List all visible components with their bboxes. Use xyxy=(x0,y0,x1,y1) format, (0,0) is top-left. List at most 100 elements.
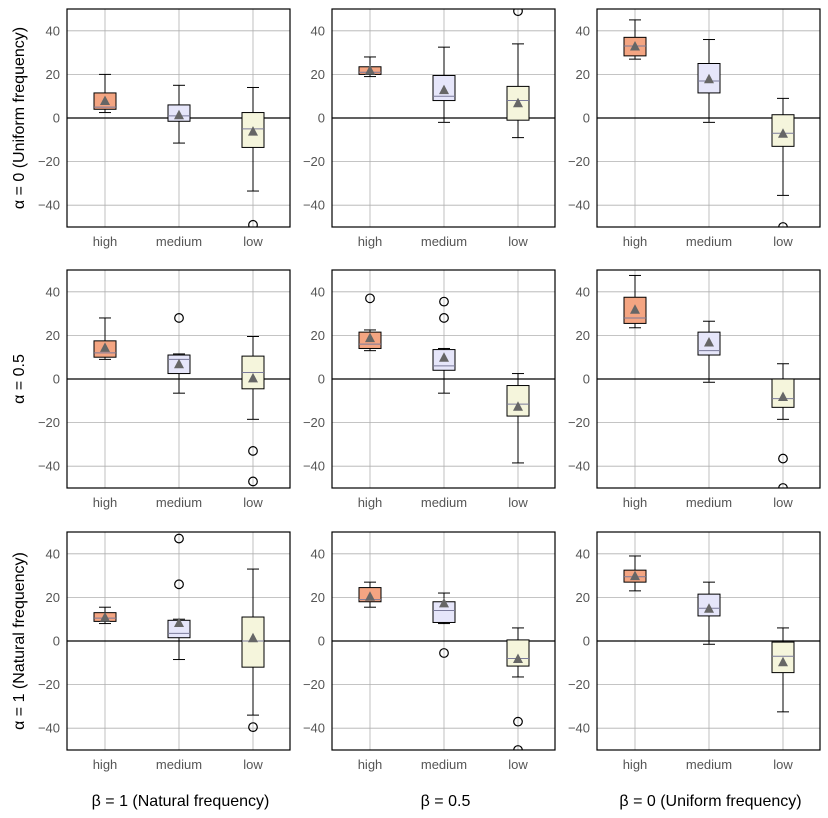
panel-frame xyxy=(66,531,291,751)
outlier-point xyxy=(174,533,184,544)
panel-frame xyxy=(596,269,821,489)
y-tick-label: 0 xyxy=(53,634,60,649)
panel-r2-c2: −40 −20 0 20 40 high medium low xyxy=(568,531,821,772)
box-layer xyxy=(93,313,265,487)
mean-marker xyxy=(778,656,788,667)
outlier-point xyxy=(439,296,449,307)
x-tick-label-medium: medium xyxy=(421,495,467,510)
panel-r0-c1: −40 −20 0 20 40 high medium low xyxy=(303,8,556,249)
box-layer xyxy=(358,9,530,139)
mean-marker xyxy=(248,372,258,383)
mean-marker xyxy=(439,84,449,95)
x-tick-label-medium: medium xyxy=(156,495,202,510)
y-tick-label: 0 xyxy=(53,111,60,126)
y-tick-label: −20 xyxy=(38,154,60,169)
box-high xyxy=(623,274,647,329)
box-high xyxy=(623,19,647,60)
box-medium xyxy=(432,296,456,394)
box-medium xyxy=(432,592,456,658)
y-tick-label: 0 xyxy=(318,372,325,387)
mean-marker xyxy=(513,401,523,411)
box-medium xyxy=(167,313,191,394)
box-low xyxy=(771,627,795,713)
mean-marker xyxy=(439,352,449,362)
panel-frame xyxy=(596,531,821,751)
box-low xyxy=(241,568,265,733)
box-high xyxy=(623,555,647,592)
panel-r1-c0: −40 −20 0 20 40 high medium low xyxy=(38,269,291,510)
box-high xyxy=(358,581,382,608)
x-tick-label-low: low xyxy=(243,495,263,510)
box-low xyxy=(241,86,265,227)
box-medium xyxy=(697,39,721,123)
box-low xyxy=(506,9,530,139)
x-tick-label-high: high xyxy=(93,234,118,249)
y-tick-label: 0 xyxy=(583,634,590,649)
y-tick-label: 0 xyxy=(583,372,590,387)
x-tick-label-medium: medium xyxy=(156,234,202,249)
y-tick-label: −20 xyxy=(38,677,60,692)
y-tick-label: −20 xyxy=(568,677,590,692)
mean-marker xyxy=(630,304,640,314)
box-layer xyxy=(623,555,795,713)
panel-r1-c2: −40 −20 0 20 40 high medium low xyxy=(568,269,821,510)
panel-frame xyxy=(331,269,556,489)
x-tick-label-low: low xyxy=(773,757,793,772)
box-layer xyxy=(358,293,530,464)
y-tick-label: 20 xyxy=(46,67,60,82)
mean-marker xyxy=(630,41,640,51)
outlier-point xyxy=(248,219,258,227)
mean-marker xyxy=(513,97,523,108)
outlier-point xyxy=(248,446,258,456)
x-tick-label-high: high xyxy=(623,234,648,249)
x-tick-label-medium: medium xyxy=(421,757,467,772)
box-medium xyxy=(167,84,191,144)
row-label: α = 0 (Uniform frequency) xyxy=(11,27,28,209)
y-tick-label: −40 xyxy=(38,198,60,213)
mean-marker xyxy=(365,65,375,75)
y-tick-label: 0 xyxy=(318,111,325,126)
y-tick-label: 20 xyxy=(46,590,60,605)
x-tick-label-low: low xyxy=(773,234,793,249)
y-tick-label: 40 xyxy=(311,546,325,561)
x-tick-label-low: low xyxy=(508,495,528,510)
x-tick-label-low: low xyxy=(243,757,263,772)
box-high xyxy=(93,73,117,114)
box-layer xyxy=(623,19,795,227)
y-tick-label: 40 xyxy=(46,284,60,299)
box-layer xyxy=(623,274,795,488)
y-tick-label: −40 xyxy=(568,721,590,736)
outlier-point xyxy=(248,722,258,733)
x-tick-label-low: low xyxy=(508,757,528,772)
mean-marker xyxy=(100,342,110,352)
x-tick-label-medium: medium xyxy=(686,757,732,772)
y-tick-label: 40 xyxy=(311,284,325,299)
panel-r1-c1: −40 −20 0 20 40 high medium low xyxy=(303,269,556,510)
x-tick-label-high: high xyxy=(358,234,383,249)
panel-frame xyxy=(66,269,291,489)
column-label: β = 0.5 xyxy=(421,793,471,810)
x-tick-label-low: low xyxy=(773,495,793,510)
x-tick-label-medium: medium xyxy=(686,234,732,249)
y-tick-label: 0 xyxy=(318,634,325,649)
mean-marker xyxy=(248,126,258,136)
y-tick-label: −40 xyxy=(38,721,60,736)
box-layer xyxy=(93,533,265,733)
y-tick-label: 0 xyxy=(53,372,60,387)
y-tick-label: 20 xyxy=(46,328,60,343)
mean-marker xyxy=(778,128,788,138)
iqr-box xyxy=(506,639,530,667)
y-tick-label: −40 xyxy=(38,459,60,474)
y-tick-label: 40 xyxy=(576,23,590,38)
x-tick-label-high: high xyxy=(358,757,383,772)
x-tick-label-high: high xyxy=(93,757,118,772)
row-label: α = 1 (Natural frequency) xyxy=(11,552,28,730)
mean-marker xyxy=(174,109,184,120)
x-tick-label-low: low xyxy=(508,234,528,249)
panel-r0-c2: −40 −20 0 20 40 high medium low xyxy=(568,8,821,249)
y-tick-label: −20 xyxy=(303,677,325,692)
y-tick-label: −20 xyxy=(303,154,325,169)
y-tick-label: −20 xyxy=(568,415,590,430)
